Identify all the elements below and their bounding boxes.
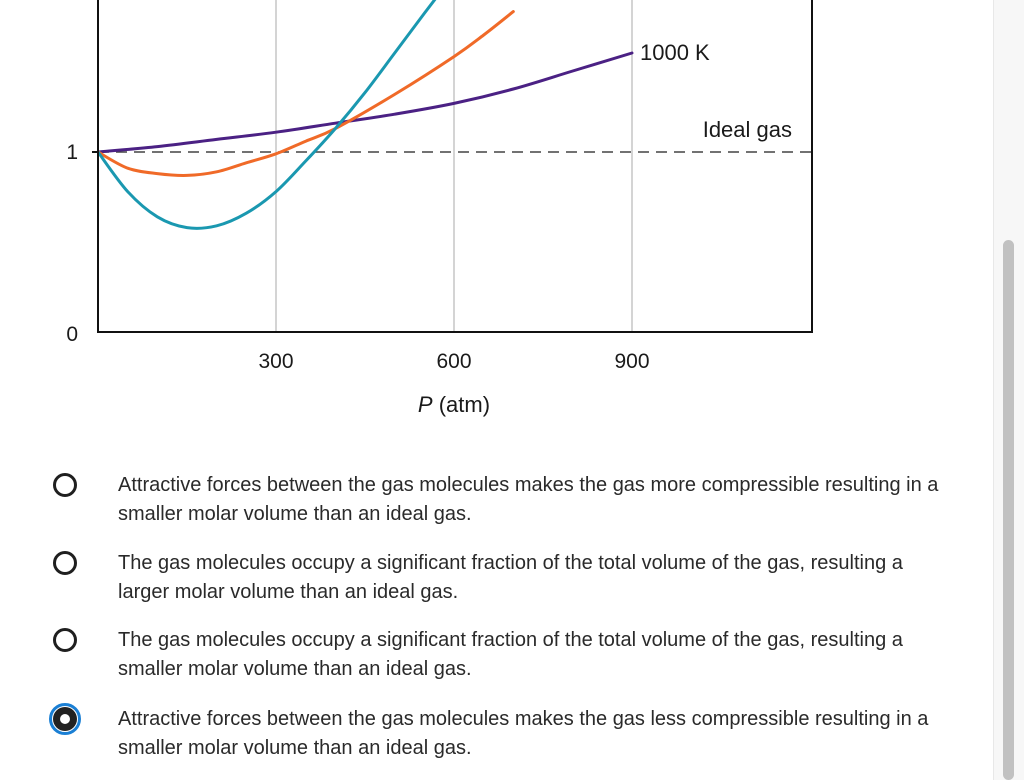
labels-layer: 0 1 300 600 900 P (atm) 1000 K Ideal gas <box>66 40 792 417</box>
x-tick-label-2: 600 <box>436 350 471 373</box>
answer-option-4-text: Attractive forces between the gas molecu… <box>118 708 929 759</box>
y-tick-label-2: 1 <box>66 141 78 164</box>
series-line-2 <box>98 10 515 177</box>
radio-button-2[interactable] <box>53 551 77 575</box>
x-axis-title: P (atm) <box>418 392 490 417</box>
answer-option-1-text: Attractive forces between the gas molecu… <box>118 474 939 525</box>
answer-option-3-text: The gas molecules occupy a significant f… <box>118 629 903 680</box>
answer-option-2-text: The gas molecules occupy a significant f… <box>118 552 903 603</box>
x-tick-label-3: 900 <box>614 350 649 373</box>
series-label-1000k: 1000 K <box>640 40 710 65</box>
grid-layer <box>275 0 633 332</box>
x-tick-label-1: 300 <box>258 350 293 373</box>
scrollbar-thumb[interactable] <box>1003 240 1014 780</box>
radio-button-4-selected[interactable] <box>49 703 81 735</box>
compressibility-chart: 0 1 300 600 900 P (atm) 1000 K Ideal gas <box>66 0 813 417</box>
radio-button-1[interactable] <box>53 473 77 497</box>
series-line-3 <box>98 0 437 230</box>
series-layer <box>98 0 634 230</box>
y-tick-label-1: 0 <box>66 323 78 346</box>
ideal-gas-label: Ideal gas <box>703 117 792 142</box>
axes-layer <box>92 0 813 333</box>
radio-button-3[interactable] <box>53 628 77 652</box>
series-line-1 <box>98 51 634 154</box>
